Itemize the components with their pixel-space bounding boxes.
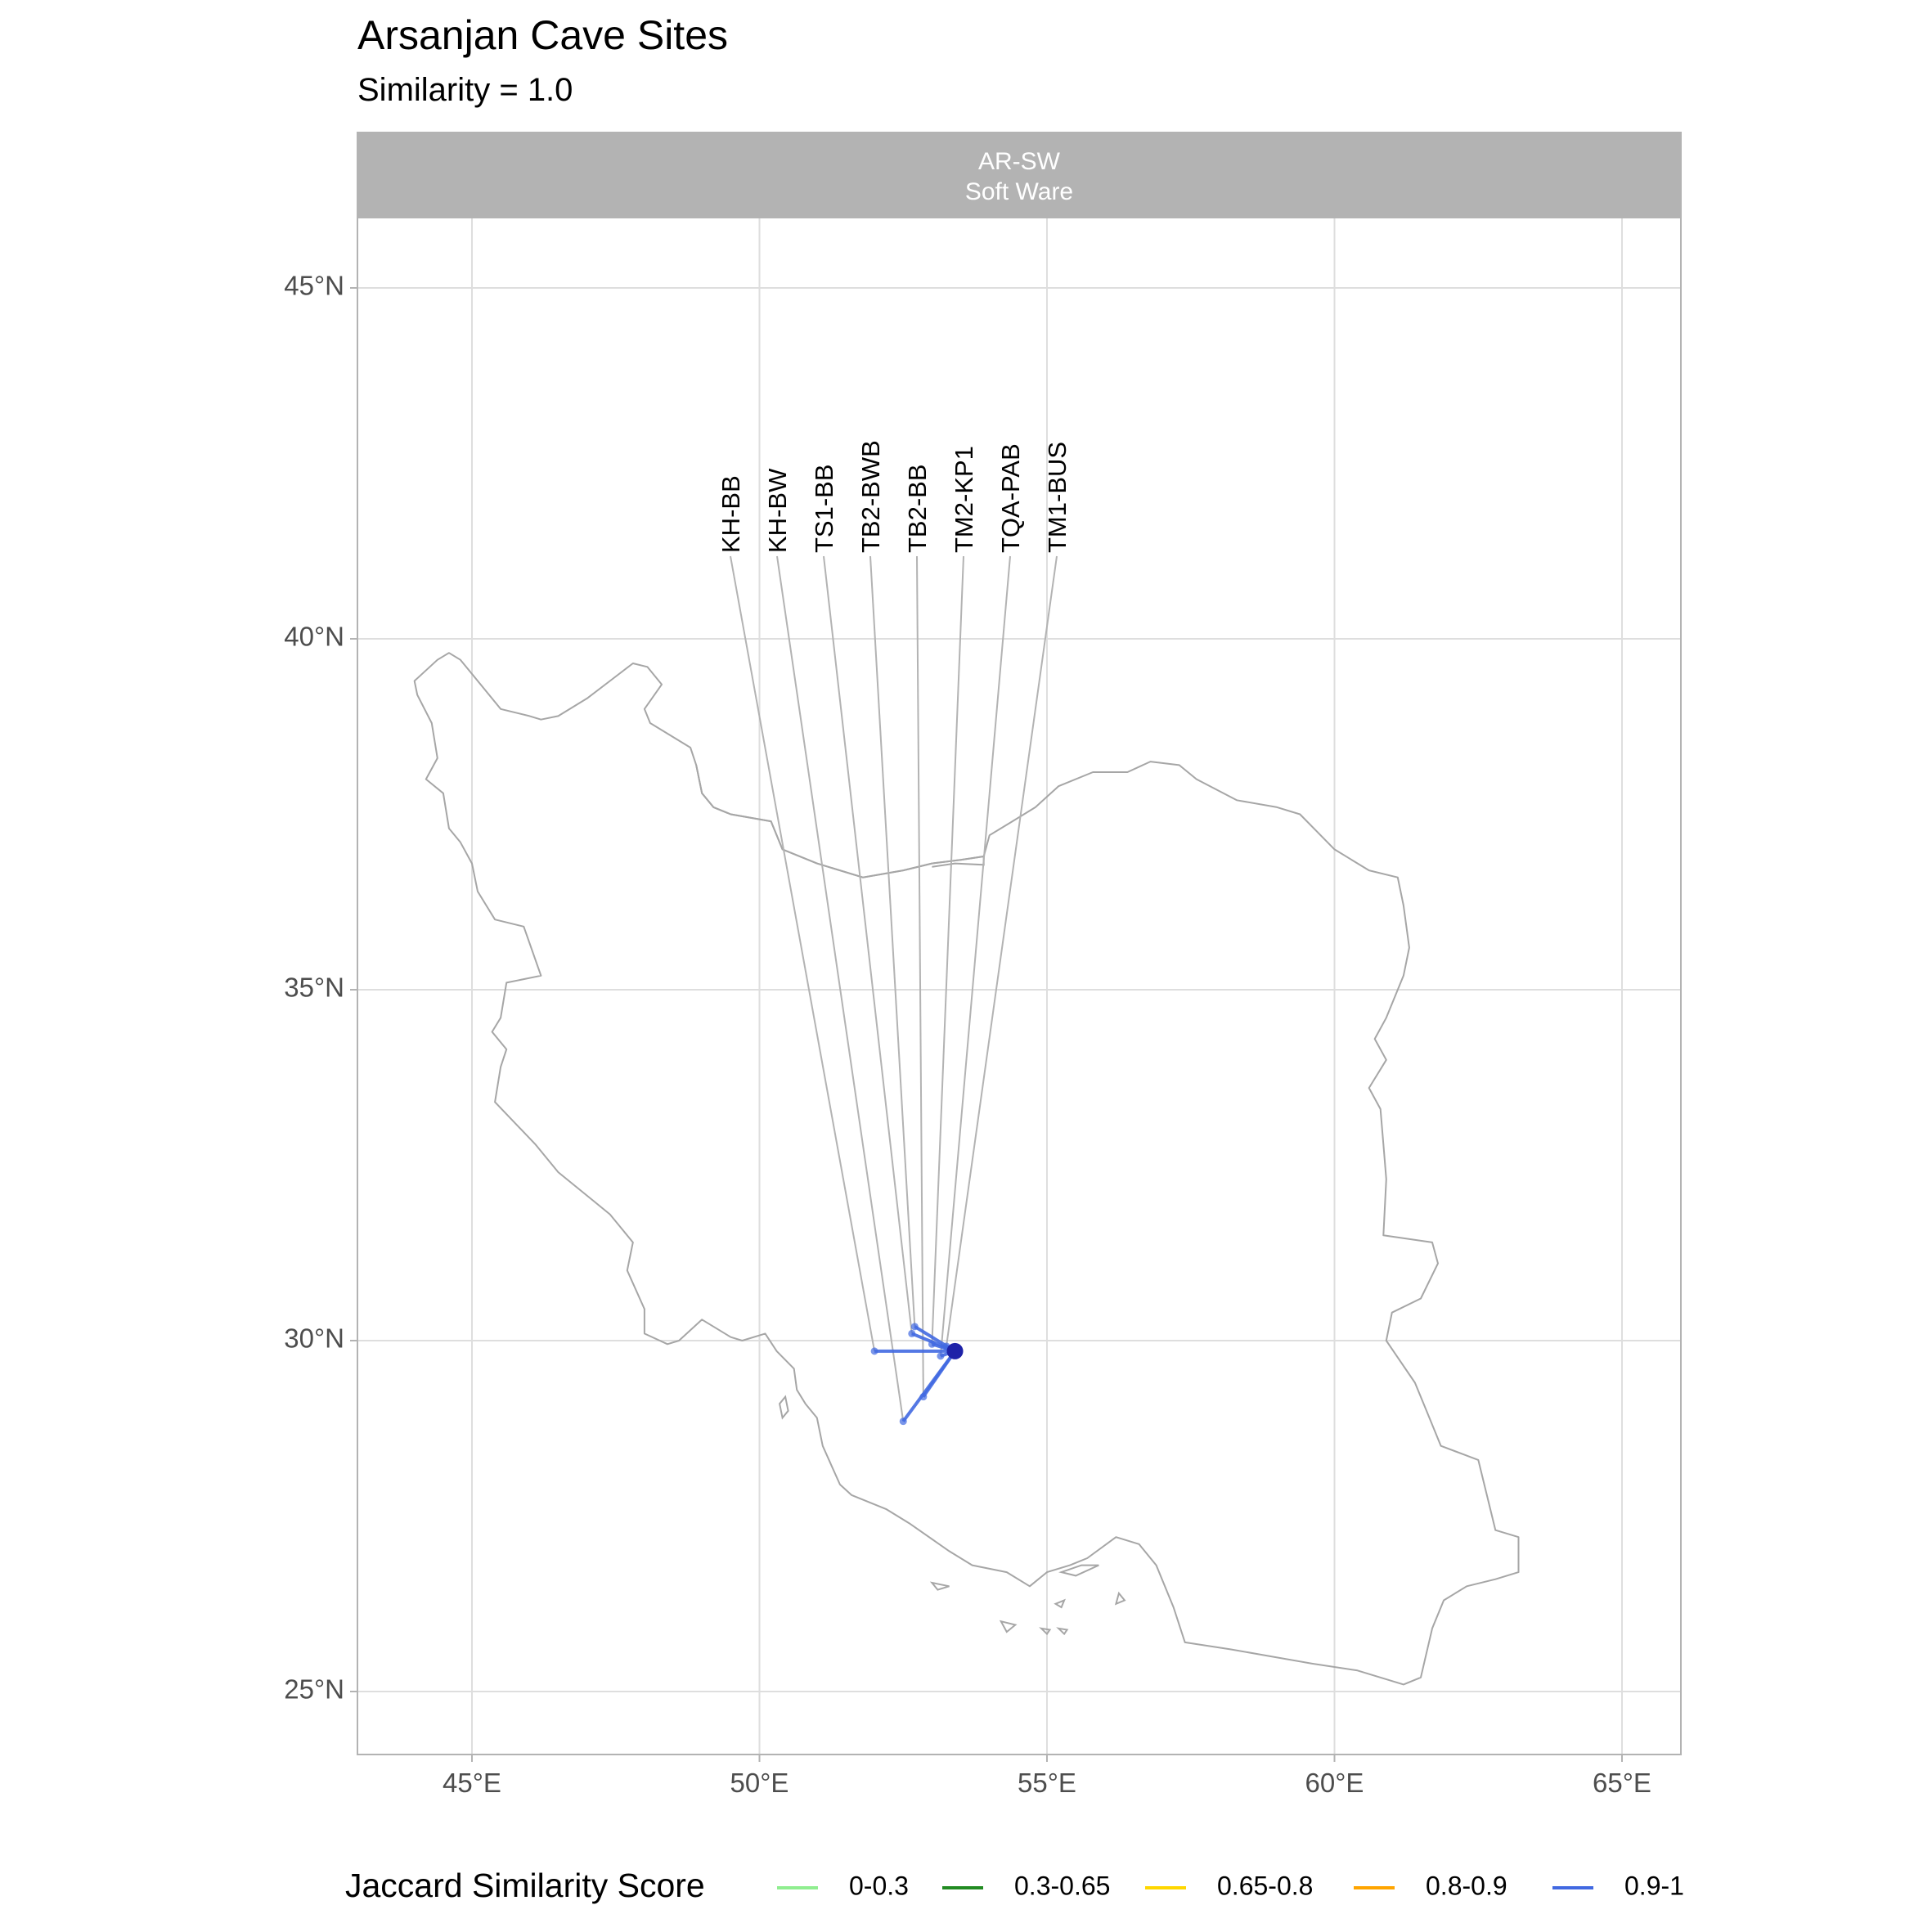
- legend-label: 0.9-1: [1624, 1871, 1684, 1900]
- island-outline: [1056, 1627, 1069, 1636]
- site-points: [870, 1323, 964, 1426]
- label-leader-lines: [730, 555, 1058, 1422]
- site-label: TS1-BB: [810, 464, 838, 553]
- grid-lines: [357, 218, 1681, 1755]
- y-tick-label: 45°N: [284, 271, 344, 301]
- x-tick-label: 45°E: [443, 1768, 501, 1798]
- x-tick-label: 60°E: [1305, 1768, 1364, 1798]
- leader-line: [776, 555, 905, 1422]
- panel-border: [357, 132, 1682, 1755]
- site-point: [928, 1340, 936, 1348]
- y-tick-label: 40°N: [284, 622, 344, 652]
- legend-label: 0-0.3: [849, 1871, 909, 1900]
- legend-label: 0.65-0.8: [1217, 1871, 1313, 1900]
- site-label: TQA-PAB: [996, 443, 1025, 553]
- site-label: TM1-BUS: [1043, 442, 1072, 553]
- caspian-coast: [695, 765, 985, 878]
- leader-line: [823, 555, 913, 1334]
- island-outline: [779, 1395, 789, 1420]
- x-axis: 45°E 50°E 55°E 60°E 65°E: [443, 1755, 1651, 1798]
- page-title: Arsanjan Cave Sites: [357, 12, 729, 58]
- site-point: [870, 1347, 878, 1355]
- legend: Jaccard Similarity Score 0-0.3 0.3-0.65 0.…: [345, 1867, 1684, 1904]
- legend-label: 0.3-0.65: [1014, 1871, 1110, 1900]
- x-tick-label: 55°E: [1018, 1768, 1076, 1798]
- leader-line: [916, 555, 924, 1397]
- leader-line: [939, 555, 1011, 1356]
- site-point: [908, 1329, 916, 1337]
- y-tick-label: 30°N: [284, 1323, 344, 1354]
- island-outline: [929, 1581, 950, 1591]
- leader-line: [730, 555, 876, 1352]
- hub-point: [946, 1342, 964, 1359]
- site-label: TB2-BWB: [856, 440, 885, 553]
- legend-label: 0.8-0.9: [1426, 1871, 1507, 1900]
- facet-label-code: AR-SW: [978, 148, 1061, 175]
- leader-line: [945, 555, 1058, 1347]
- island-outline: [999, 1620, 1018, 1633]
- site-label: KH-BW: [763, 468, 792, 553]
- site-labels: KH-BB KH-BW TS1-BB TB2-BWB TB2-BB TM2-KP1 TQA-…: [717, 440, 1072, 553]
- country-border: [413, 652, 1520, 1686]
- site-point: [919, 1393, 928, 1401]
- y-axis: 45°N 40°N 35°N 30°N 25°N: [284, 271, 357, 1705]
- facet-label-name: Soft Ware: [965, 178, 1073, 205]
- x-tick-label: 50°E: [730, 1768, 789, 1798]
- y-tick-label: 35°N: [284, 973, 344, 1003]
- site-label: KH-BB: [717, 475, 745, 553]
- x-tick-label: 65°E: [1593, 1768, 1651, 1798]
- legend-title: Jaccard Similarity Score: [345, 1867, 705, 1904]
- leader-line: [869, 555, 916, 1327]
- site-point: [937, 1352, 945, 1360]
- island-outline: [1058, 1564, 1099, 1577]
- page-subtitle: Similarity = 1.0: [357, 72, 573, 108]
- similarity-link: [922, 1350, 957, 1398]
- facet-strip: [357, 133, 1681, 218]
- site-point: [910, 1323, 919, 1331]
- site-point: [899, 1418, 907, 1426]
- leader-line: [931, 555, 964, 1345]
- y-tick-label: 25°N: [284, 1674, 344, 1705]
- island-outline: [1039, 1627, 1052, 1636]
- country-map: [413, 652, 1520, 1686]
- island-outline: [1114, 1591, 1126, 1606]
- site-label: TB2-BB: [903, 464, 932, 553]
- island-outline: [1054, 1598, 1066, 1609]
- site-label: TM2-KP1: [950, 446, 978, 553]
